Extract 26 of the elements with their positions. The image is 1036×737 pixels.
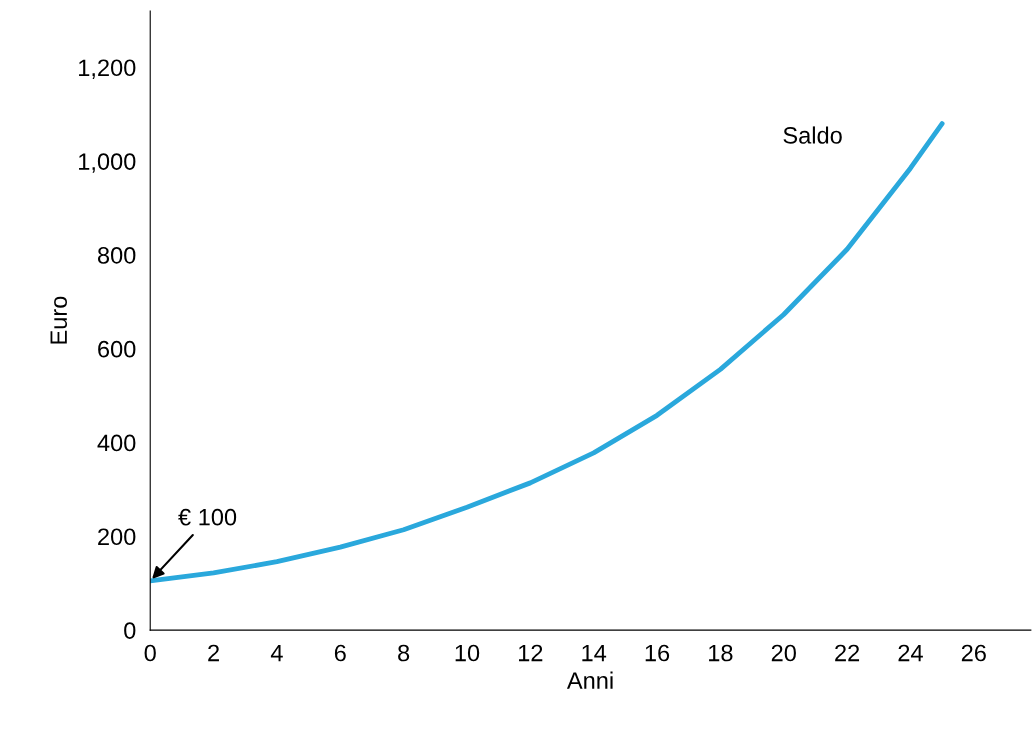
x-tick-label: 20 <box>771 644 796 662</box>
x-tick-label: 8 <box>398 644 410 662</box>
x-tick-label: 14 <box>582 644 607 662</box>
y-tick-label: 1,000 <box>79 153 136 173</box>
x-tick-label: 4 <box>270 644 283 662</box>
x-tick-label: 18 <box>709 644 733 662</box>
line-series <box>150 121 945 584</box>
y-tick-label: 1,200 <box>79 59 136 79</box>
y-axis-title: Euro <box>50 296 68 344</box>
x-tick-label: 0 <box>144 644 156 662</box>
x-tick-label: 6 <box>334 644 346 662</box>
y-tick-label: 600 <box>98 340 136 358</box>
x-tick-label: 24 <box>898 644 923 662</box>
y-tick-label: 0 <box>124 622 136 639</box>
x-tick-label: 26 <box>961 644 986 662</box>
x-tick-label: 2 <box>208 644 219 662</box>
annotation: € 100 <box>178 508 237 526</box>
y-tick-label: 800 <box>97 247 136 264</box>
x-tick-label: 16 <box>645 644 670 662</box>
x-tick-label: 12 <box>519 644 543 662</box>
x-tick-label: 22 <box>835 644 860 662</box>
y-tick-label: 200 <box>98 528 136 546</box>
x-axis-title: Anni <box>566 671 613 689</box>
y-tick-label: 400 <box>97 434 136 452</box>
x-tick-label: 10 <box>455 644 480 662</box>
text: Saldo <box>783 126 842 144</box>
